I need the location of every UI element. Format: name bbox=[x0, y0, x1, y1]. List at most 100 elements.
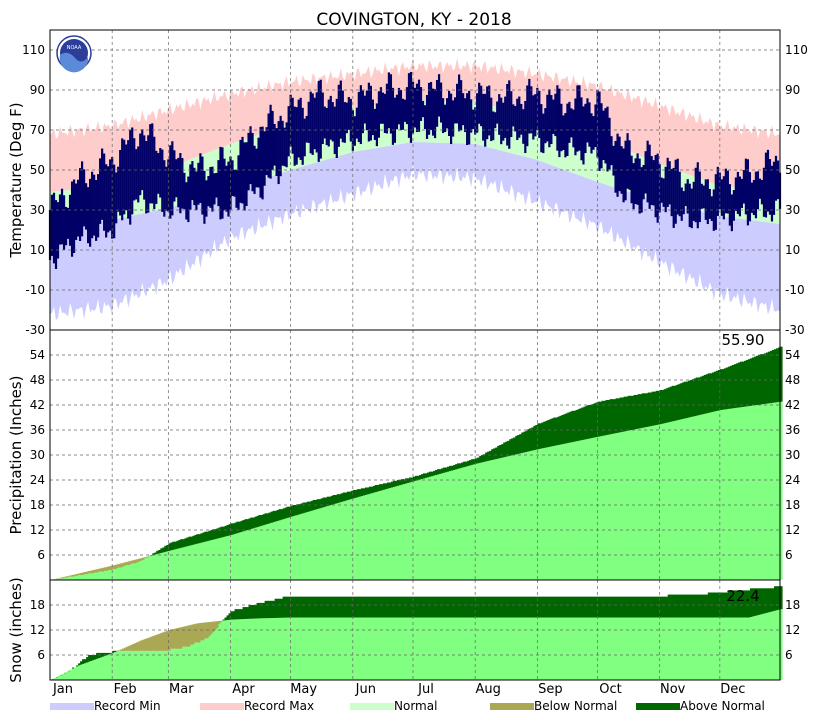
normal-fill bbox=[104, 655, 107, 680]
above-normal-fill bbox=[583, 596, 587, 618]
y-tick-right: 48 bbox=[785, 373, 800, 387]
normal-fill bbox=[669, 421, 673, 580]
normal-fill bbox=[62, 578, 65, 580]
normal-fill bbox=[643, 617, 647, 680]
normal-fill bbox=[316, 617, 320, 680]
below-normal-fill bbox=[110, 565, 113, 570]
normal-fill bbox=[543, 447, 546, 580]
above-normal-fill bbox=[493, 448, 496, 460]
y-tick-left: 110 bbox=[22, 43, 45, 57]
normal-fill bbox=[763, 613, 767, 680]
below-normal-fill bbox=[176, 628, 179, 649]
normal-fill bbox=[467, 466, 470, 580]
above-normal-fill bbox=[417, 596, 420, 618]
above-normal-fill bbox=[525, 596, 528, 618]
normal-fill bbox=[102, 656, 105, 680]
y-tick-left: 48 bbox=[30, 373, 45, 387]
above-normal-fill bbox=[190, 536, 193, 546]
normal-fill bbox=[691, 416, 695, 580]
above-normal-fill bbox=[653, 596, 657, 618]
normal-fill bbox=[539, 448, 542, 580]
below-normal-fill bbox=[208, 622, 212, 637]
normal-fill bbox=[138, 561, 141, 580]
normal-fill bbox=[555, 617, 558, 680]
normal-fill bbox=[507, 456, 510, 580]
temperature-ylabel: Temperature (Deg F) bbox=[7, 102, 25, 258]
above-normal-fill bbox=[753, 356, 757, 406]
above-normal-fill bbox=[651, 391, 655, 426]
y-tick-right: 54 bbox=[785, 348, 800, 362]
normal-fill bbox=[168, 650, 171, 680]
normal-fill bbox=[220, 621, 224, 680]
y-tick-left: 12 bbox=[30, 523, 45, 537]
normal-fill bbox=[208, 636, 212, 680]
normal-fill bbox=[406, 617, 410, 680]
normal-fill bbox=[322, 507, 326, 580]
normal-fill bbox=[158, 553, 161, 580]
above-normal-fill bbox=[563, 414, 567, 444]
above-normal-fill bbox=[543, 596, 546, 618]
below-normal-fill bbox=[90, 570, 93, 574]
normal-fill bbox=[162, 650, 165, 680]
below-normal-fill bbox=[70, 575, 73, 577]
above-normal-fill bbox=[763, 353, 767, 404]
normal-fill bbox=[677, 419, 681, 580]
normal-fill bbox=[276, 520, 280, 580]
above-normal-fill bbox=[78, 663, 81, 666]
above-normal-fill bbox=[306, 596, 310, 618]
above-normal-fill bbox=[469, 460, 472, 466]
normal-fill bbox=[188, 545, 191, 580]
normal-fill bbox=[70, 669, 73, 680]
y-tick-left: 18 bbox=[30, 498, 45, 512]
above-normal-fill bbox=[649, 596, 653, 618]
normal-fill bbox=[180, 648, 183, 680]
above-normal-fill bbox=[609, 596, 613, 618]
normal-fill bbox=[130, 650, 133, 680]
month-label: Apr bbox=[232, 682, 255, 697]
normal-fill bbox=[88, 573, 91, 580]
above-normal-fill bbox=[312, 596, 316, 618]
above-normal-fill bbox=[519, 596, 522, 618]
above-normal-fill bbox=[378, 596, 382, 618]
normal-fill bbox=[559, 444, 563, 580]
normal-fill bbox=[232, 619, 236, 680]
above-normal-fill bbox=[342, 492, 346, 502]
normal-fill bbox=[280, 519, 284, 580]
normal-fill bbox=[196, 543, 200, 580]
above-normal-fill bbox=[647, 596, 651, 618]
normal-fill bbox=[755, 405, 759, 580]
above-normal-fill bbox=[164, 545, 167, 552]
above-normal-fill bbox=[725, 592, 729, 618]
above-normal-fill bbox=[717, 370, 721, 411]
above-normal-fill bbox=[735, 590, 739, 618]
normal-fill bbox=[320, 507, 324, 580]
normal-fill bbox=[503, 457, 506, 580]
above-normal-fill bbox=[455, 464, 458, 470]
normal-fill bbox=[439, 473, 442, 580]
below-normal-fill bbox=[156, 634, 159, 651]
normal-fill bbox=[553, 445, 556, 580]
normal-fill bbox=[252, 618, 256, 680]
normal-fill bbox=[687, 417, 691, 580]
above-normal-fill bbox=[601, 400, 605, 436]
above-normal-fill bbox=[771, 588, 775, 612]
y-tick-right: 18 bbox=[785, 498, 800, 512]
above-normal-fill bbox=[404, 478, 408, 484]
normal-fill bbox=[210, 634, 214, 680]
above-normal-fill bbox=[330, 495, 334, 505]
above-normal-fill bbox=[294, 505, 298, 516]
above-normal-fill bbox=[364, 596, 368, 618]
normal-fill bbox=[521, 617, 524, 680]
normal-fill bbox=[346, 617, 350, 680]
normal-fill bbox=[743, 406, 747, 580]
above-normal-fill bbox=[713, 592, 717, 618]
above-normal-fill bbox=[653, 391, 657, 426]
normal-fill bbox=[441, 617, 444, 680]
normal-fill bbox=[749, 616, 753, 680]
above-normal-fill bbox=[320, 596, 324, 618]
normal-fill bbox=[72, 576, 75, 580]
normal-fill bbox=[517, 617, 520, 680]
normal-fill bbox=[509, 617, 512, 680]
above-normal-fill bbox=[767, 588, 771, 613]
